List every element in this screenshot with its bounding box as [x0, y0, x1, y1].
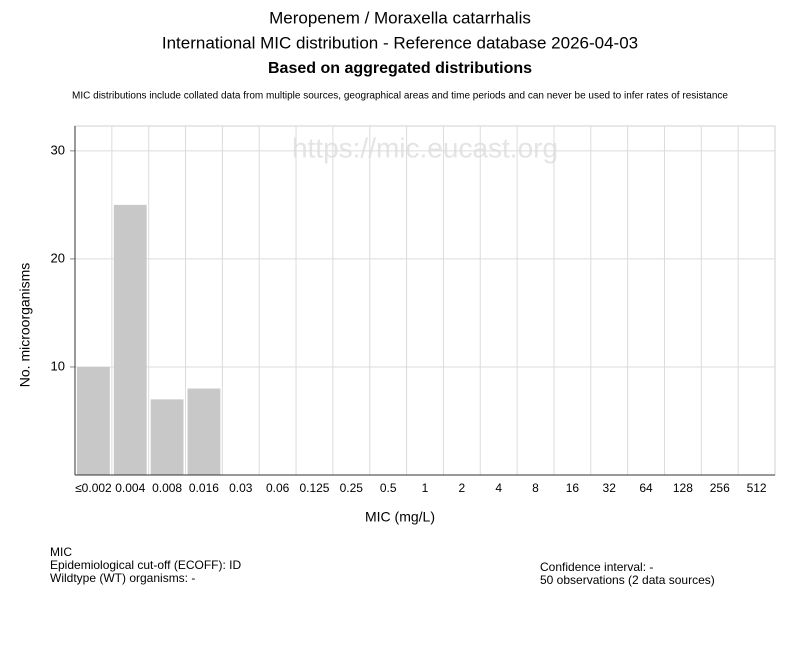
y-tick-label: 10: [51, 358, 65, 373]
chart-subtitle: Based on aggregated distributions: [268, 60, 532, 77]
x-tick-label: 0.03: [229, 481, 253, 495]
chart-title: Meropenem / Moraxella catarrhalis: [269, 8, 531, 27]
footer-text: MIC: [50, 545, 72, 559]
bar: [77, 366, 110, 475]
y-axis-label: No. microorganisms: [17, 263, 33, 387]
footer-text: Epidemiological cut-off (ECOFF): ID: [50, 558, 242, 572]
watermark: https://mic.eucast.org: [292, 132, 558, 163]
x-tick-label: 64: [639, 481, 653, 495]
bar: [187, 388, 221, 475]
x-tick-label: 128: [673, 481, 693, 495]
x-tick-label: 0.5: [380, 481, 397, 495]
x-tick-label: ≤0.002: [75, 481, 112, 495]
y-tick-label: 20: [51, 250, 65, 265]
x-tick-label: 2: [458, 481, 465, 495]
x-tick-label: 4: [495, 481, 502, 495]
x-tick-label: 0.25: [340, 481, 364, 495]
bar: [113, 204, 147, 475]
footer-text: Confidence interval: -: [540, 560, 654, 574]
x-tick-label: 0.004: [115, 481, 145, 495]
x-tick-label: 512: [747, 481, 767, 495]
x-tick-label: 32: [603, 481, 617, 495]
x-tick-label: 0.008: [152, 481, 182, 495]
x-tick-label: 0.125: [299, 481, 329, 495]
bar: [150, 399, 184, 475]
x-tick-label: 1: [422, 481, 429, 495]
footer-left: MIC Epidemiological cut-off (ECOFF): ID …: [50, 546, 241, 585]
x-tick-label: 8: [532, 481, 539, 495]
footer-text: Wildtype (WT) organisms: -: [50, 571, 196, 585]
x-axis-label: MIC (mg/L): [365, 509, 435, 525]
x-tick-label: 16: [566, 481, 580, 495]
x-tick-label: 256: [710, 481, 730, 495]
chart-subtitle: International MIC distribution - Referen…: [162, 33, 638, 52]
x-tick-label: 0.06: [266, 481, 290, 495]
footer-text: 50 observations (2 data sources): [540, 573, 715, 587]
footer-right: Confidence interval: - 50 observations (…: [540, 561, 715, 587]
chart-note: MIC distributions include collated data …: [72, 91, 728, 102]
y-tick-label: 30: [51, 142, 65, 157]
x-tick-label: 0.016: [189, 481, 219, 495]
